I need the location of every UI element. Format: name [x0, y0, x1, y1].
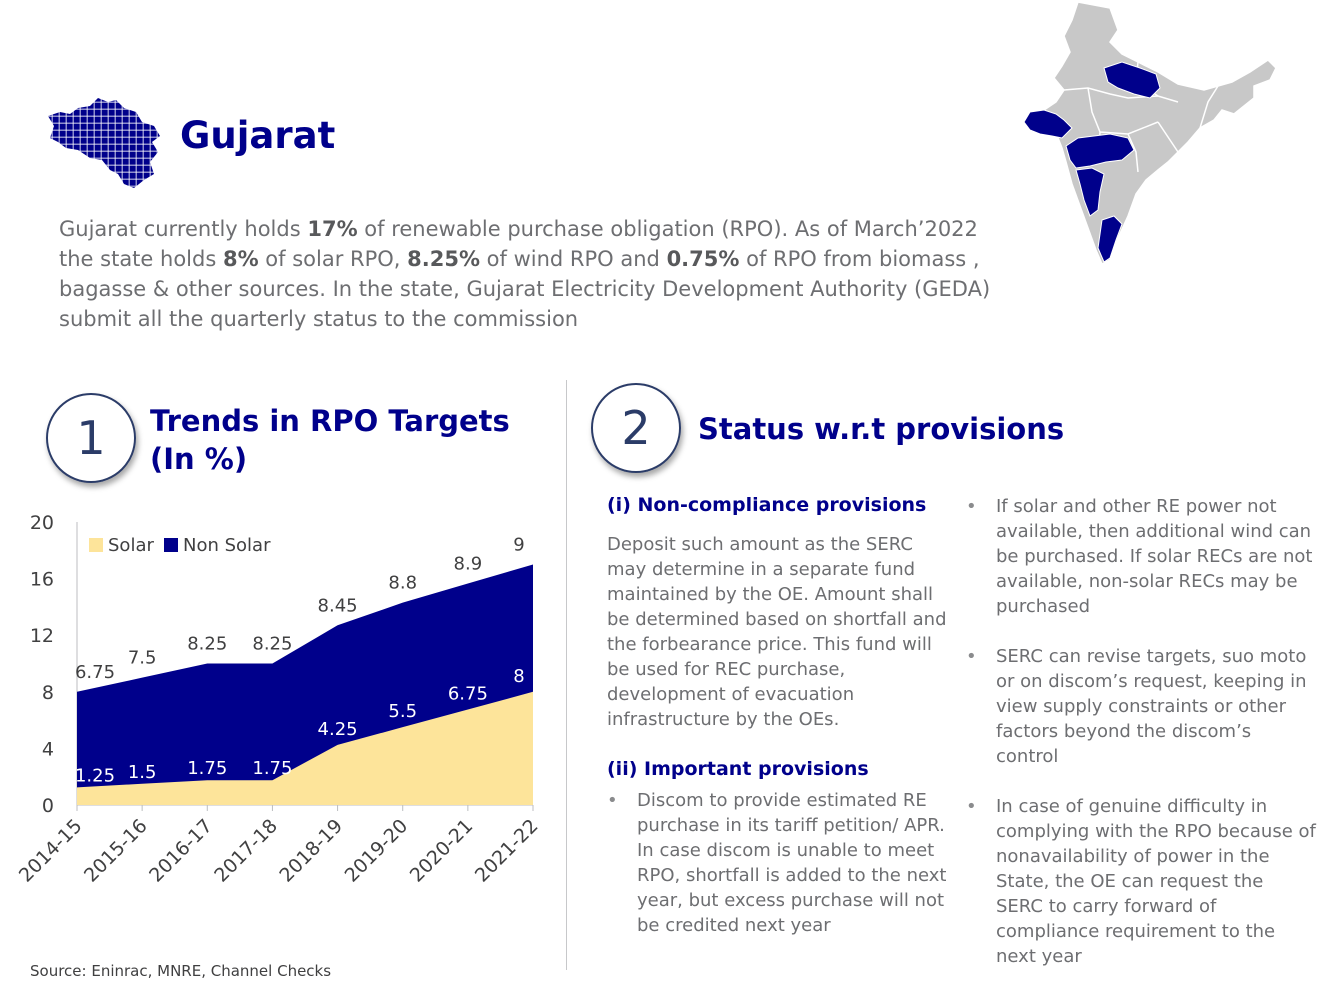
section-1-number: 1 — [46, 393, 136, 483]
y-tick-label: 0 — [42, 795, 54, 817]
intro-paragraph: Gujarat currently holds 17% of renewable… — [59, 217, 991, 331]
state-title: Gujarat — [180, 114, 336, 157]
non-solar-data-label: 8.25 — [252, 634, 292, 655]
provisions-right-column: • If solar and other RE power not availa… — [966, 494, 1316, 994]
solar-data-label: 5.5 — [388, 701, 417, 722]
india-map — [1018, 1, 1280, 270]
x-tick-label: 2019-20 — [341, 815, 413, 887]
section-2-title: Status w.r.t provisions — [698, 412, 1065, 446]
solar-data-label: 1.75 — [187, 758, 227, 779]
section-divider — [566, 380, 567, 970]
solar-data-label: 6.75 — [448, 683, 488, 704]
solar-data-label: 1.75 — [252, 758, 292, 779]
provision-bullet: • SERC can revise targets, suo moto or o… — [966, 646, 1307, 767]
non-compliance-text: Deposit such amount as the SERC may dete… — [607, 534, 947, 730]
bullet-dot: • — [966, 646, 977, 667]
bullet-dot: • — [607, 790, 618, 811]
non-solar-data-label: 7.5 — [128, 648, 157, 669]
x-tick-label: 2016-17 — [145, 815, 217, 887]
non-solar-data-label: 6.75 — [75, 662, 115, 683]
provision-bullet: • In case of genuine difficulty in compl… — [966, 796, 1316, 967]
x-tick-label: 2017-18 — [210, 815, 282, 887]
bullet-dot: • — [966, 796, 977, 817]
wind-rpo-value: 8.25% — [407, 247, 480, 271]
section-2-number: 2 — [591, 383, 681, 473]
non-solar-data-label: 8.25 — [187, 634, 227, 655]
important-provisions-heading: (ii) Important provisions — [607, 758, 869, 780]
solar-area — [77, 691, 533, 805]
non-solar-data-label: 9 — [513, 534, 524, 555]
non-solar-data-label: 8.8 — [388, 573, 417, 594]
chart-legend: Solar Non Solar — [89, 535, 271, 556]
non-solar-data-label: 8.45 — [318, 595, 358, 616]
x-tick-label: 2021-22 — [471, 815, 543, 887]
x-tick-label: 2015-16 — [80, 815, 152, 887]
provision-bullet: • If solar and other RE power not availa… — [966, 496, 1313, 617]
solar-data-label: 4.25 — [318, 719, 358, 740]
y-tick-label: 4 — [42, 738, 54, 760]
non-solar-data-label: 8.9 — [454, 554, 483, 575]
legend-non-solar-label: Non Solar — [183, 535, 271, 556]
solar-data-label: 1.25 — [75, 765, 115, 786]
provisions-left-column: (i) Non-compliance provisions Deposit su… — [607, 494, 957, 938]
solar-rpo-value: 8% — [222, 247, 259, 271]
section-1-title: Trends in RPO Targets (In %) — [150, 404, 510, 476]
legend-non-solar-swatch — [164, 538, 178, 552]
solar-data-label: 8 — [513, 666, 524, 687]
y-tick-label: 20 — [30, 512, 54, 534]
important-provision-bullet: • Discom to provide estimated RE purchas… — [607, 790, 947, 936]
total-rpo-value: 17% — [307, 217, 358, 241]
non-compliance-heading: (i) Non-compliance provisions — [607, 494, 927, 516]
other-rpo-value: 0.75% — [666, 247, 740, 271]
gujarat-map-icon — [46, 96, 162, 196]
legend-solar-swatch — [89, 538, 103, 552]
bullet-dot: • — [966, 496, 977, 517]
source-note: Source: Eninrac, MNRE, Channel Checks — [30, 962, 332, 980]
x-tick-label: 2018-19 — [275, 815, 347, 887]
solar-data-label: 1.5 — [128, 762, 157, 783]
y-tick-label: 8 — [42, 682, 54, 704]
legend-solar-label: Solar — [108, 535, 154, 556]
y-tick-label: 12 — [30, 625, 54, 647]
x-tick-label: 2020-21 — [406, 815, 478, 887]
x-tick-label: 2014-15 — [15, 815, 87, 887]
y-tick-label: 16 — [30, 569, 54, 591]
